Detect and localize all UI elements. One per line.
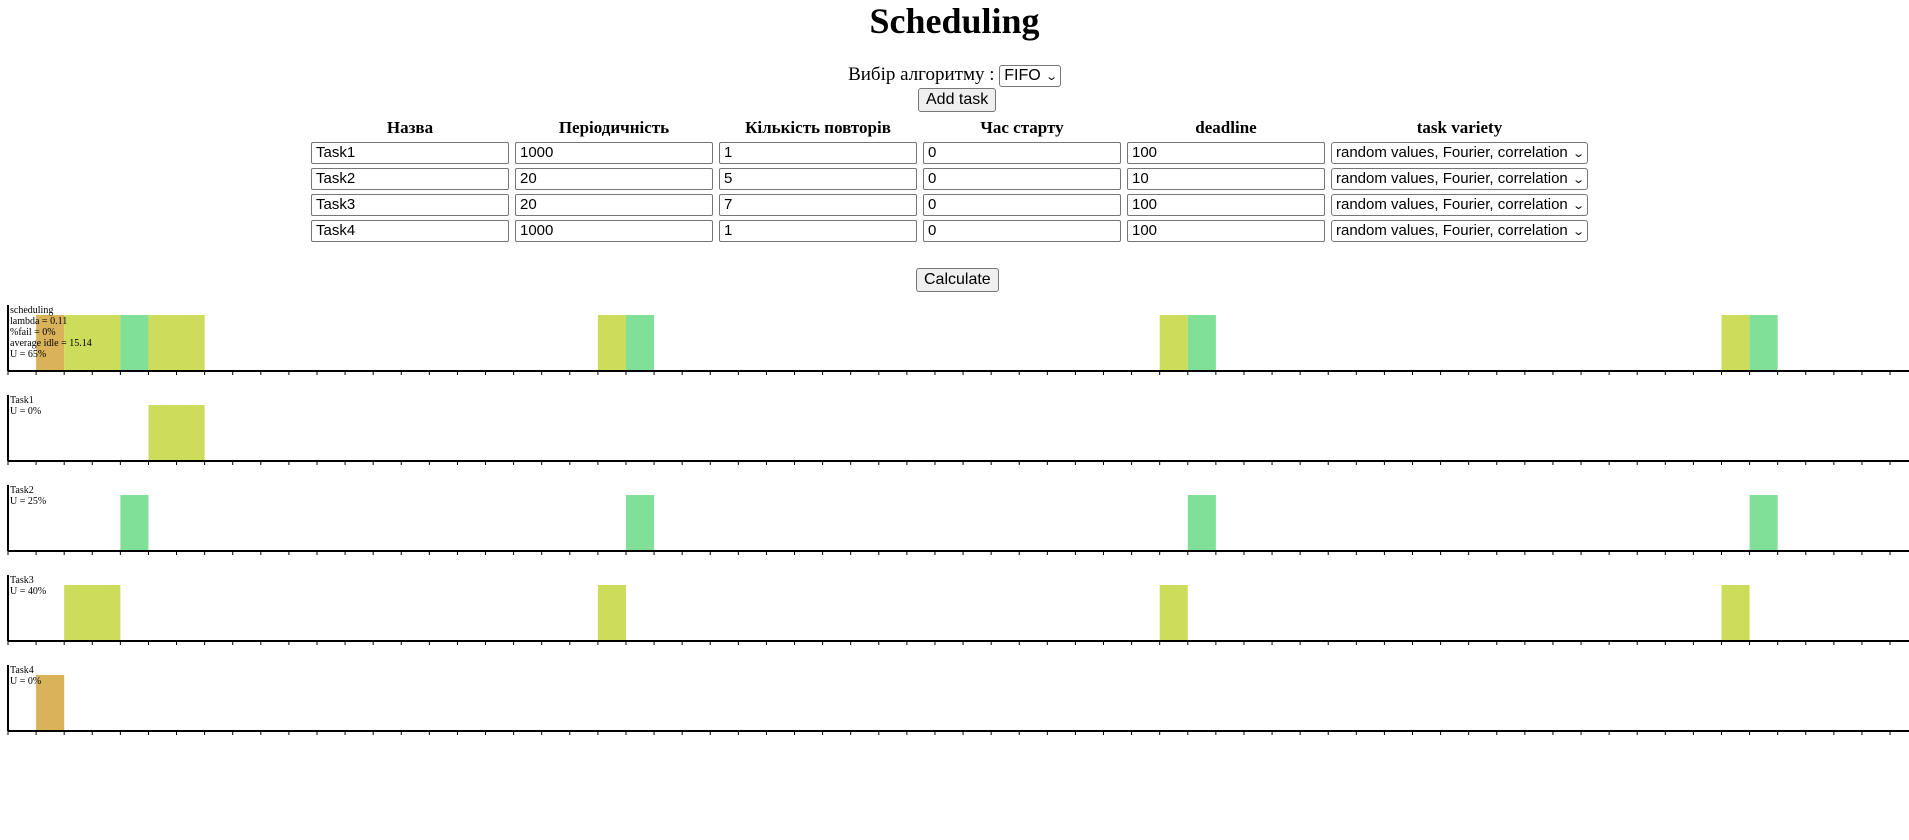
add-task-button[interactable]: Add task	[918, 88, 997, 112]
task-variety-select[interactable]: random values, Fourier, correlation ⌄	[1331, 142, 1588, 164]
bar-task2	[1187, 315, 1216, 371]
tasks-table: Назва Періодичність Кількість повторів Ч…	[305, 114, 1594, 246]
header-repeats: Кількість повторів	[745, 118, 891, 137]
task-name-input[interactable]: Task3	[311, 194, 509, 216]
bar-task3	[597, 585, 626, 641]
task-start-input[interactable]: 0	[923, 194, 1121, 216]
bar-task3	[1159, 585, 1188, 641]
task-name-input[interactable]: Task1	[311, 142, 509, 164]
task-variety-value: random values, Fourier, correlation	[1336, 144, 1568, 161]
task-name-input[interactable]: Task4	[311, 220, 509, 242]
bar-task3	[64, 315, 121, 371]
algorithm-label: Вибір алгоритму :	[848, 64, 995, 85]
page-title: Scheduling	[869, 1, 1040, 41]
header-start: Час старту	[980, 118, 1064, 137]
task-repeats-input[interactable]: 1	[719, 220, 917, 242]
task-period-input[interactable]: 1000	[515, 142, 713, 164]
timeline-label: U = 40%	[10, 586, 46, 597]
task-variety-select[interactable]: random values, Fourier, correlation ⌄	[1331, 194, 1588, 216]
bar-task2	[1187, 495, 1216, 551]
task-repeats-input[interactable]: 7	[719, 194, 917, 216]
header-variety: task variety	[1416, 118, 1503, 137]
timeline-label: U = 0%	[10, 676, 41, 687]
chevron-down-icon: ⌄	[1571, 226, 1585, 238]
chevron-down-icon: ⌄	[1571, 174, 1585, 186]
bar-task2	[120, 315, 149, 371]
bar-task4	[36, 675, 65, 731]
timeline-label: average idle = 15.14	[10, 338, 92, 349]
task-deadline-input[interactable]: 10	[1127, 168, 1325, 190]
task-start-input[interactable]: 0	[923, 142, 1121, 164]
task-name-input[interactable]: Task2	[311, 168, 509, 190]
timeline-task2: 0123456789101112131415161718192021222324…	[7, 485, 1909, 555]
task-deadline-input[interactable]: 100	[1127, 194, 1325, 216]
task-deadline-input[interactable]: 100	[1127, 142, 1325, 164]
chevron-down-icon: ⌄	[1571, 148, 1585, 160]
chevron-down-icon: ⌄	[1044, 70, 1058, 83]
timeline-label: %fail = 0%	[10, 327, 56, 338]
bar-task4	[36, 315, 65, 371]
table-row: Task3 20 7 0 100 random values, Fourier,…	[311, 194, 1588, 216]
task-variety-value: random values, Fourier, correlation	[1336, 196, 1568, 213]
task-repeats-input[interactable]: 5	[719, 168, 917, 190]
table-row: Task4 1000 1 0 100 random values, Fourie…	[311, 220, 1588, 242]
timeline-task3: 0123456789101112131415161718192021222324…	[7, 575, 1909, 645]
header-period: Періодичність	[558, 118, 670, 137]
bar-task2	[1749, 495, 1778, 551]
task-repeats-input[interactable]: 1	[719, 142, 917, 164]
bar-task3	[1159, 315, 1188, 371]
task-period-input[interactable]: 20	[515, 194, 713, 216]
bar-task1	[148, 405, 205, 461]
timeline-task4: 0123456789101112131415161718192021222324…	[7, 665, 1909, 735]
table-row: Task2 20 5 0 10 random values, Fourier, …	[311, 168, 1588, 190]
bar-task3	[1721, 585, 1750, 641]
calculate-button[interactable]: Calculate	[916, 268, 999, 292]
bar-task3	[597, 315, 626, 371]
timeline-label: U = 25%	[10, 496, 46, 507]
timeline-label: Task2	[10, 485, 34, 496]
algorithm-row: Вибір алгоритму : FIFO ⌄	[0, 64, 1909, 87]
algorithm-select[interactable]: FIFO ⌄	[999, 64, 1061, 87]
task-variety-select[interactable]: random values, Fourier, correlation ⌄	[1331, 220, 1588, 242]
timeline-label: U = 0%	[10, 406, 41, 417]
timeline-label: scheduling	[10, 305, 53, 316]
task-variety-value: random values, Fourier, correlation	[1336, 222, 1568, 239]
bar-task2	[625, 315, 655, 371]
header-name: Назва	[386, 118, 434, 137]
task-start-input[interactable]: 0	[923, 168, 1121, 190]
timeline-label: Task3	[10, 575, 34, 586]
task-period-input[interactable]: 1000	[515, 220, 713, 242]
header-deadline: deadline	[1195, 118, 1257, 137]
bar-task1	[148, 315, 205, 371]
bar-task3	[64, 585, 121, 641]
timeline-label: Task4	[10, 665, 34, 676]
task-period-input[interactable]: 20	[515, 168, 713, 190]
bar-task2	[120, 495, 149, 551]
task-start-input[interactable]: 0	[923, 220, 1121, 242]
bar-task2	[1749, 315, 1778, 371]
bar-task2	[625, 495, 655, 551]
bar-task3	[1721, 315, 1750, 371]
task-variety-select[interactable]: random values, Fourier, correlation ⌄	[1331, 168, 1588, 190]
timeline-label: lambda = 0.11	[10, 316, 67, 327]
table-header-row: Назва Періодичність Кількість повторів Ч…	[311, 118, 1588, 138]
timeline-label: U = 65%	[10, 349, 46, 360]
chevron-down-icon: ⌄	[1571, 200, 1585, 212]
table-row: Task1 1000 1 0 100 random values, Fourie…	[311, 142, 1588, 164]
algorithm-selected: FIFO	[1004, 66, 1041, 84]
task-variety-value: random values, Fourier, correlation	[1336, 170, 1568, 187]
timeline-scheduling: 0123456789101112131415161718192021222324…	[7, 305, 1909, 375]
timeline-task1: 0123456789101112131415161718192021222324…	[7, 395, 1909, 465]
task-deadline-input[interactable]: 100	[1127, 220, 1325, 242]
timeline-label: Task1	[10, 395, 34, 406]
